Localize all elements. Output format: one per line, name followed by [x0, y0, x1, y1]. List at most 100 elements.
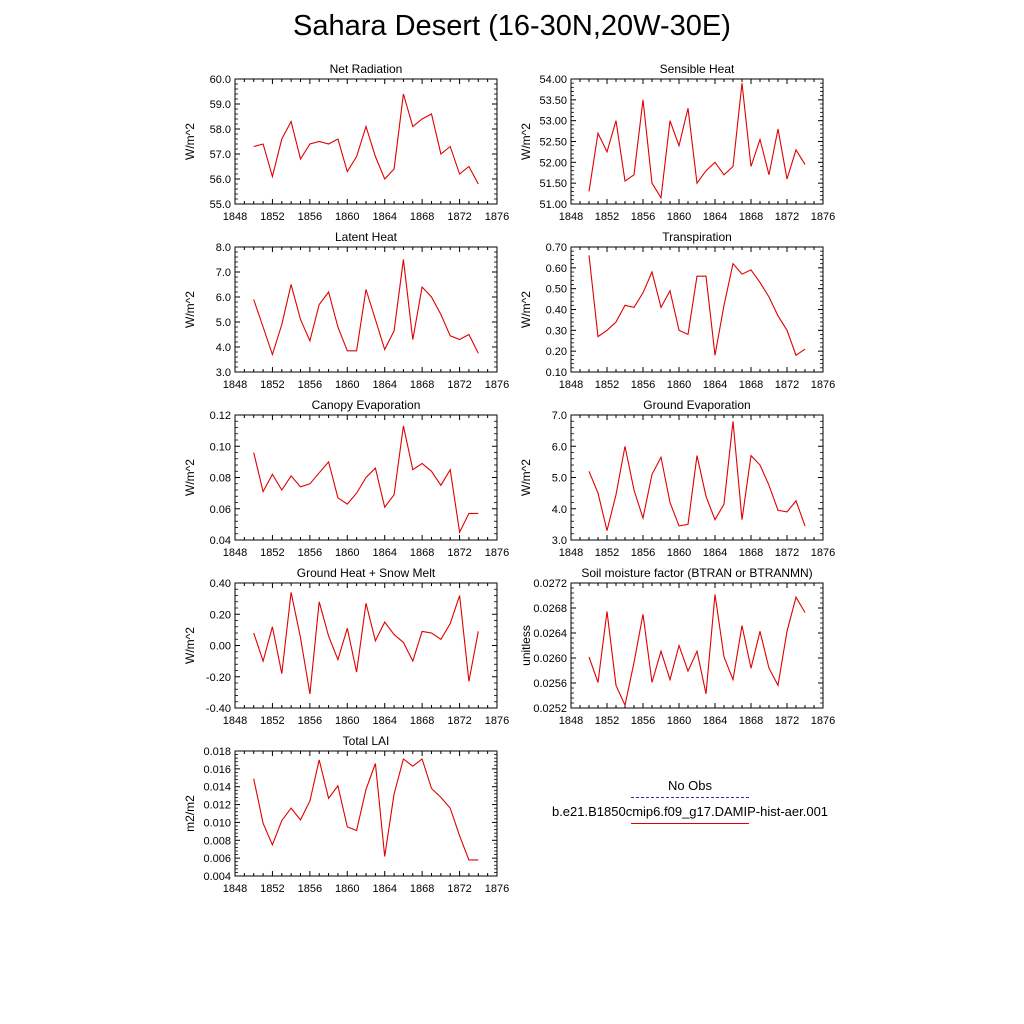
panel-3: Latent Heat W/m^2 1848 1852 1856 1860 1864 1868…: [183, 230, 509, 391]
panel-title: Ground Evaporation: [643, 398, 750, 412]
y-axis-label: W/m^2: [183, 291, 197, 328]
y-tick-label: 0.004: [203, 871, 231, 883]
y-tick-label: 0.018: [203, 746, 231, 758]
x-tick-label: 1852: [260, 883, 284, 895]
x-tick-label: 1848: [559, 715, 583, 727]
x-tick-label: 1852: [260, 211, 284, 223]
panel-title: Latent Heat: [335, 230, 398, 244]
x-tick-label: 1852: [595, 715, 619, 727]
y-tick-label: 0.0264: [533, 628, 567, 640]
y-tick-label: 0.006: [203, 853, 231, 865]
y-tick-label: 56.0: [210, 174, 231, 186]
y-axis-label: W/m^2: [519, 123, 533, 160]
legend-obs-label: No Obs: [667, 778, 713, 793]
legend-obs-line: [631, 797, 749, 798]
x-tick-label: 1856: [298, 211, 322, 223]
x-tick-label: 1876: [485, 715, 509, 727]
y-tick-label: 8.0: [216, 242, 231, 254]
x-tick-label: 1868: [410, 715, 434, 727]
y-axis-label: W/m^2: [519, 291, 533, 328]
panel-6: Ground Evaporation W/m^2 1848 1852 1856 1860 1…: [519, 398, 835, 559]
x-tick-label: 1872: [447, 883, 471, 895]
x-tick-label: 1868: [739, 715, 763, 727]
x-tick-label: 1860: [335, 547, 359, 559]
y-tick-label: 6.0: [552, 441, 567, 453]
x-tick-label: 1852: [595, 211, 619, 223]
legend: No Obs b.e21.B1850cmip6.f09_g17.DAMIP-hi…: [520, 778, 860, 830]
y-tick-label: 53.00: [539, 116, 567, 128]
panel-title: Canopy Evaporation: [312, 398, 421, 412]
series-line: [253, 758, 479, 861]
y-tick-label: 0.0272: [533, 578, 567, 590]
x-tick-label: 1864: [703, 379, 727, 391]
y-tick-label: 0.00: [210, 641, 231, 653]
panel-1: Net Radiation W/m^2 1848 1852 1856 1860 1864 18…: [183, 62, 509, 223]
y-axis-label: W/m^2: [183, 627, 197, 664]
x-tick-label: 1876: [485, 379, 509, 391]
x-tick-label: 1856: [631, 211, 655, 223]
plot-frame: [234, 750, 498, 877]
x-tick-label: 1868: [739, 379, 763, 391]
x-tick-label: 1868: [739, 547, 763, 559]
y-tick-label: 0.10: [546, 367, 567, 379]
x-tick-label: 1872: [447, 715, 471, 727]
x-tick-label: 1852: [260, 379, 284, 391]
x-tick-label: 1864: [372, 211, 396, 223]
x-tick-label: 1860: [335, 883, 359, 895]
y-tick-label: 5.0: [216, 317, 231, 329]
x-tick-label: 1856: [298, 715, 322, 727]
x-tick-label: 1856: [298, 379, 322, 391]
x-tick-label: 1872: [775, 715, 799, 727]
y-tick-label: 3.0: [552, 535, 567, 547]
panel-7: Ground Heat + Snow Melt W/m^2 1848 1852 1856…: [183, 566, 509, 727]
x-tick-label: 1868: [410, 211, 434, 223]
y-axis-label: unitless: [519, 625, 533, 666]
x-tick-label: 1860: [667, 379, 691, 391]
x-tick-label: 1852: [260, 715, 284, 727]
x-tick-label: 1864: [703, 715, 727, 727]
x-tick-label: 1872: [775, 547, 799, 559]
y-tick-label: -0.20: [206, 672, 231, 684]
y-axis-label: m2/m2: [183, 795, 197, 832]
y-tick-label: 0.06: [210, 504, 231, 516]
x-tick-label: 1852: [595, 547, 619, 559]
series-line: [588, 83, 806, 200]
x-tick-label: 1876: [811, 547, 835, 559]
x-tick-label: 1876: [485, 211, 509, 223]
x-tick-label: 1876: [811, 379, 835, 391]
x-tick-label: 1872: [447, 547, 471, 559]
x-tick-label: 1868: [410, 379, 434, 391]
x-tick-label: 1876: [811, 211, 835, 223]
panel-2: Sensible Heat W/m^2 1848 1852 1856 1860 1864 18…: [519, 62, 835, 223]
x-tick-label: 1868: [410, 547, 434, 559]
x-tick-label: 1848: [223, 211, 247, 223]
y-tick-label: 0.016: [203, 764, 231, 776]
panel-title: Transpiration: [662, 230, 732, 244]
x-tick-label: 1856: [631, 379, 655, 391]
panel-title: Soil moisture factor (BTRAN or BTRANMN): [581, 566, 812, 580]
y-tick-label: 60.0: [210, 74, 231, 86]
y-tick-label: 52.50: [539, 137, 567, 149]
legend-model-line: [631, 823, 749, 824]
series-line: [253, 93, 479, 185]
series-line: [253, 259, 479, 357]
y-tick-label: 5.0: [552, 473, 567, 485]
x-tick-label: 1860: [335, 379, 359, 391]
panel-title: Net Radiation: [330, 62, 403, 76]
x-tick-label: 1856: [298, 547, 322, 559]
x-tick-label: 1864: [372, 547, 396, 559]
y-tick-label: 0.40: [210, 578, 231, 590]
series-line: [588, 421, 806, 531]
y-tick-label: 55.0: [210, 199, 231, 211]
x-tick-label: 1872: [447, 211, 471, 223]
y-tick-label: 0.08: [210, 473, 231, 485]
y-tick-label: 53.50: [539, 95, 567, 107]
x-tick-label: 1864: [372, 715, 396, 727]
x-tick-label: 1852: [595, 379, 619, 391]
x-tick-label: 1848: [223, 883, 247, 895]
series-line: [253, 425, 479, 535]
y-tick-label: 0.20: [210, 609, 231, 621]
x-tick-label: 1856: [298, 883, 322, 895]
y-tick-label: 58.0: [210, 124, 231, 136]
panel-8: Soil moisture factor (BTRAN or BTRANMN) u…: [519, 566, 835, 727]
